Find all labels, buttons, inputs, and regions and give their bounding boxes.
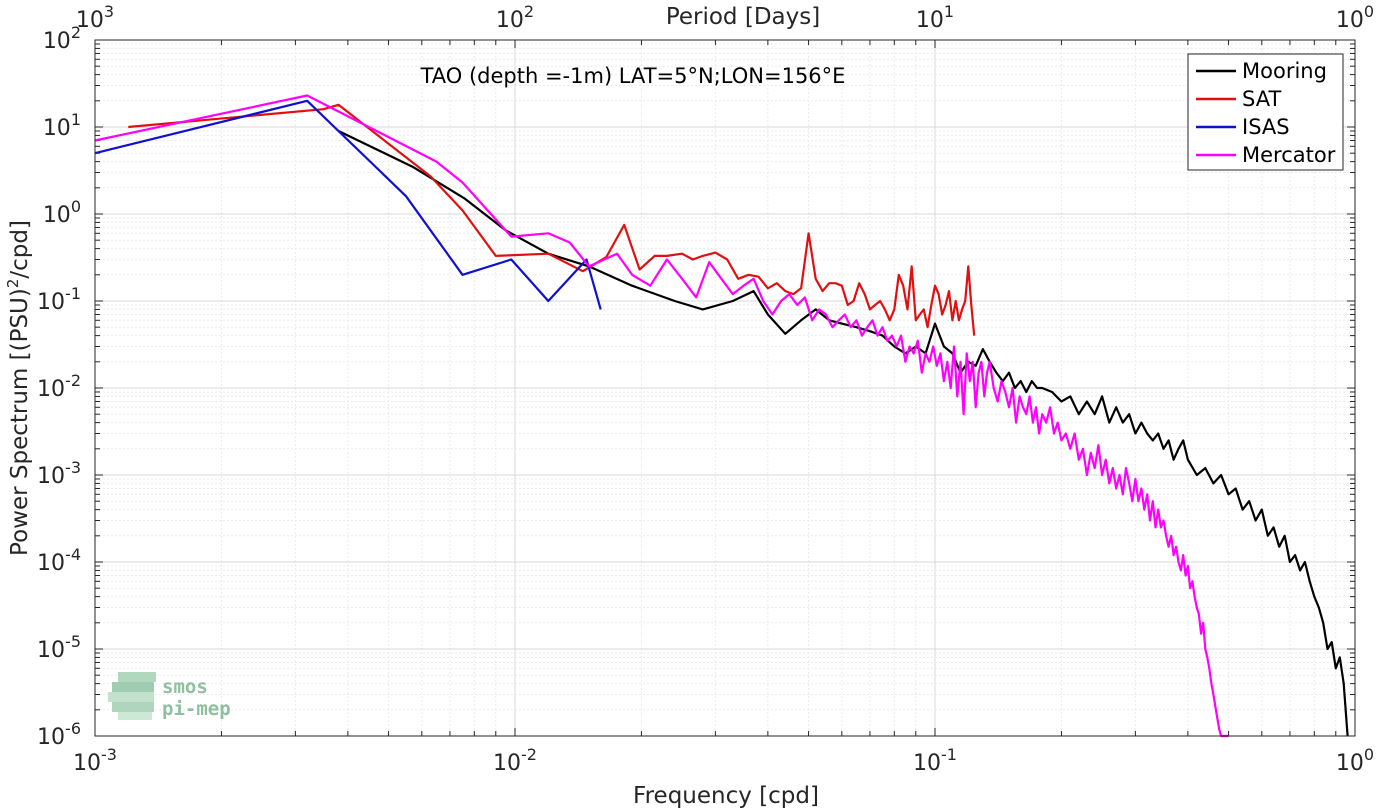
y-axis-title-tail: /cpd] — [7, 220, 33, 279]
y-axis-title: Power Spectrum [(PSU)2/cpd] — [4, 220, 33, 556]
x-tick-label: 10-3 — [73, 745, 117, 776]
top-tick-label: 102 — [496, 2, 534, 33]
y-tick-label: 10-1 — [37, 284, 81, 315]
top-tick-label: 100 — [1336, 2, 1374, 33]
series-line-mercator — [94, 94, 1229, 738]
x-tick-label: 10-2 — [493, 745, 537, 776]
y-axis-title-sup: 2 — [4, 279, 22, 289]
grid-lines — [94, 40, 1355, 737]
y-tick-label: 100 — [43, 197, 81, 228]
series-layer — [94, 94, 1349, 738]
legend-label-mercator: Mercator — [1242, 143, 1336, 167]
legend-label-sat: SAT — [1242, 87, 1281, 111]
x-axis-title: Frequency [cpd] — [633, 783, 819, 809]
legend: Mooring SAT ISAS Mercator — [1187, 53, 1344, 171]
smos-pimep-logo: smos pi-mep — [108, 672, 231, 720]
series-line-sat — [128, 103, 976, 336]
legend-label-isas: ISAS — [1242, 115, 1290, 139]
top-tick-label: 103 — [76, 2, 114, 33]
tick-labels: 10-3 10-2 10-1 100 10-6 10-5 10-4 10-3 10-2 10-1 1… — [37, 2, 1374, 776]
y-tick-label: 10-4 — [37, 545, 81, 576]
top-axis-title: Period [Days] — [666, 4, 820, 30]
x-tick-label: 10-1 — [913, 745, 957, 776]
y-tick-label: 10-2 — [37, 371, 81, 402]
chart-title: TAO (depth =-1m) LAT=5°N;LON=156°E — [420, 64, 846, 88]
x-tick-label: 100 — [1336, 745, 1374, 776]
series-line-isas — [94, 99, 602, 310]
logo-line2: pi-mep — [162, 698, 231, 720]
legend-label-mooring: Mooring — [1242, 59, 1327, 83]
y-tick-label: 10-6 — [37, 719, 81, 750]
top-tick-label: 101 — [916, 2, 954, 33]
plot-frame — [94, 39, 1356, 737]
y-tick-label: 10-3 — [37, 458, 81, 489]
y-tick-label: 102 — [43, 23, 81, 54]
axis-ticks — [94, 40, 1355, 737]
logo-line1: smos — [162, 676, 208, 698]
y-tick-label: 10-5 — [37, 632, 81, 663]
y-tick-label: 101 — [43, 110, 81, 141]
y-axis-title-main: Power Spectrum [(PSU) — [7, 288, 33, 556]
